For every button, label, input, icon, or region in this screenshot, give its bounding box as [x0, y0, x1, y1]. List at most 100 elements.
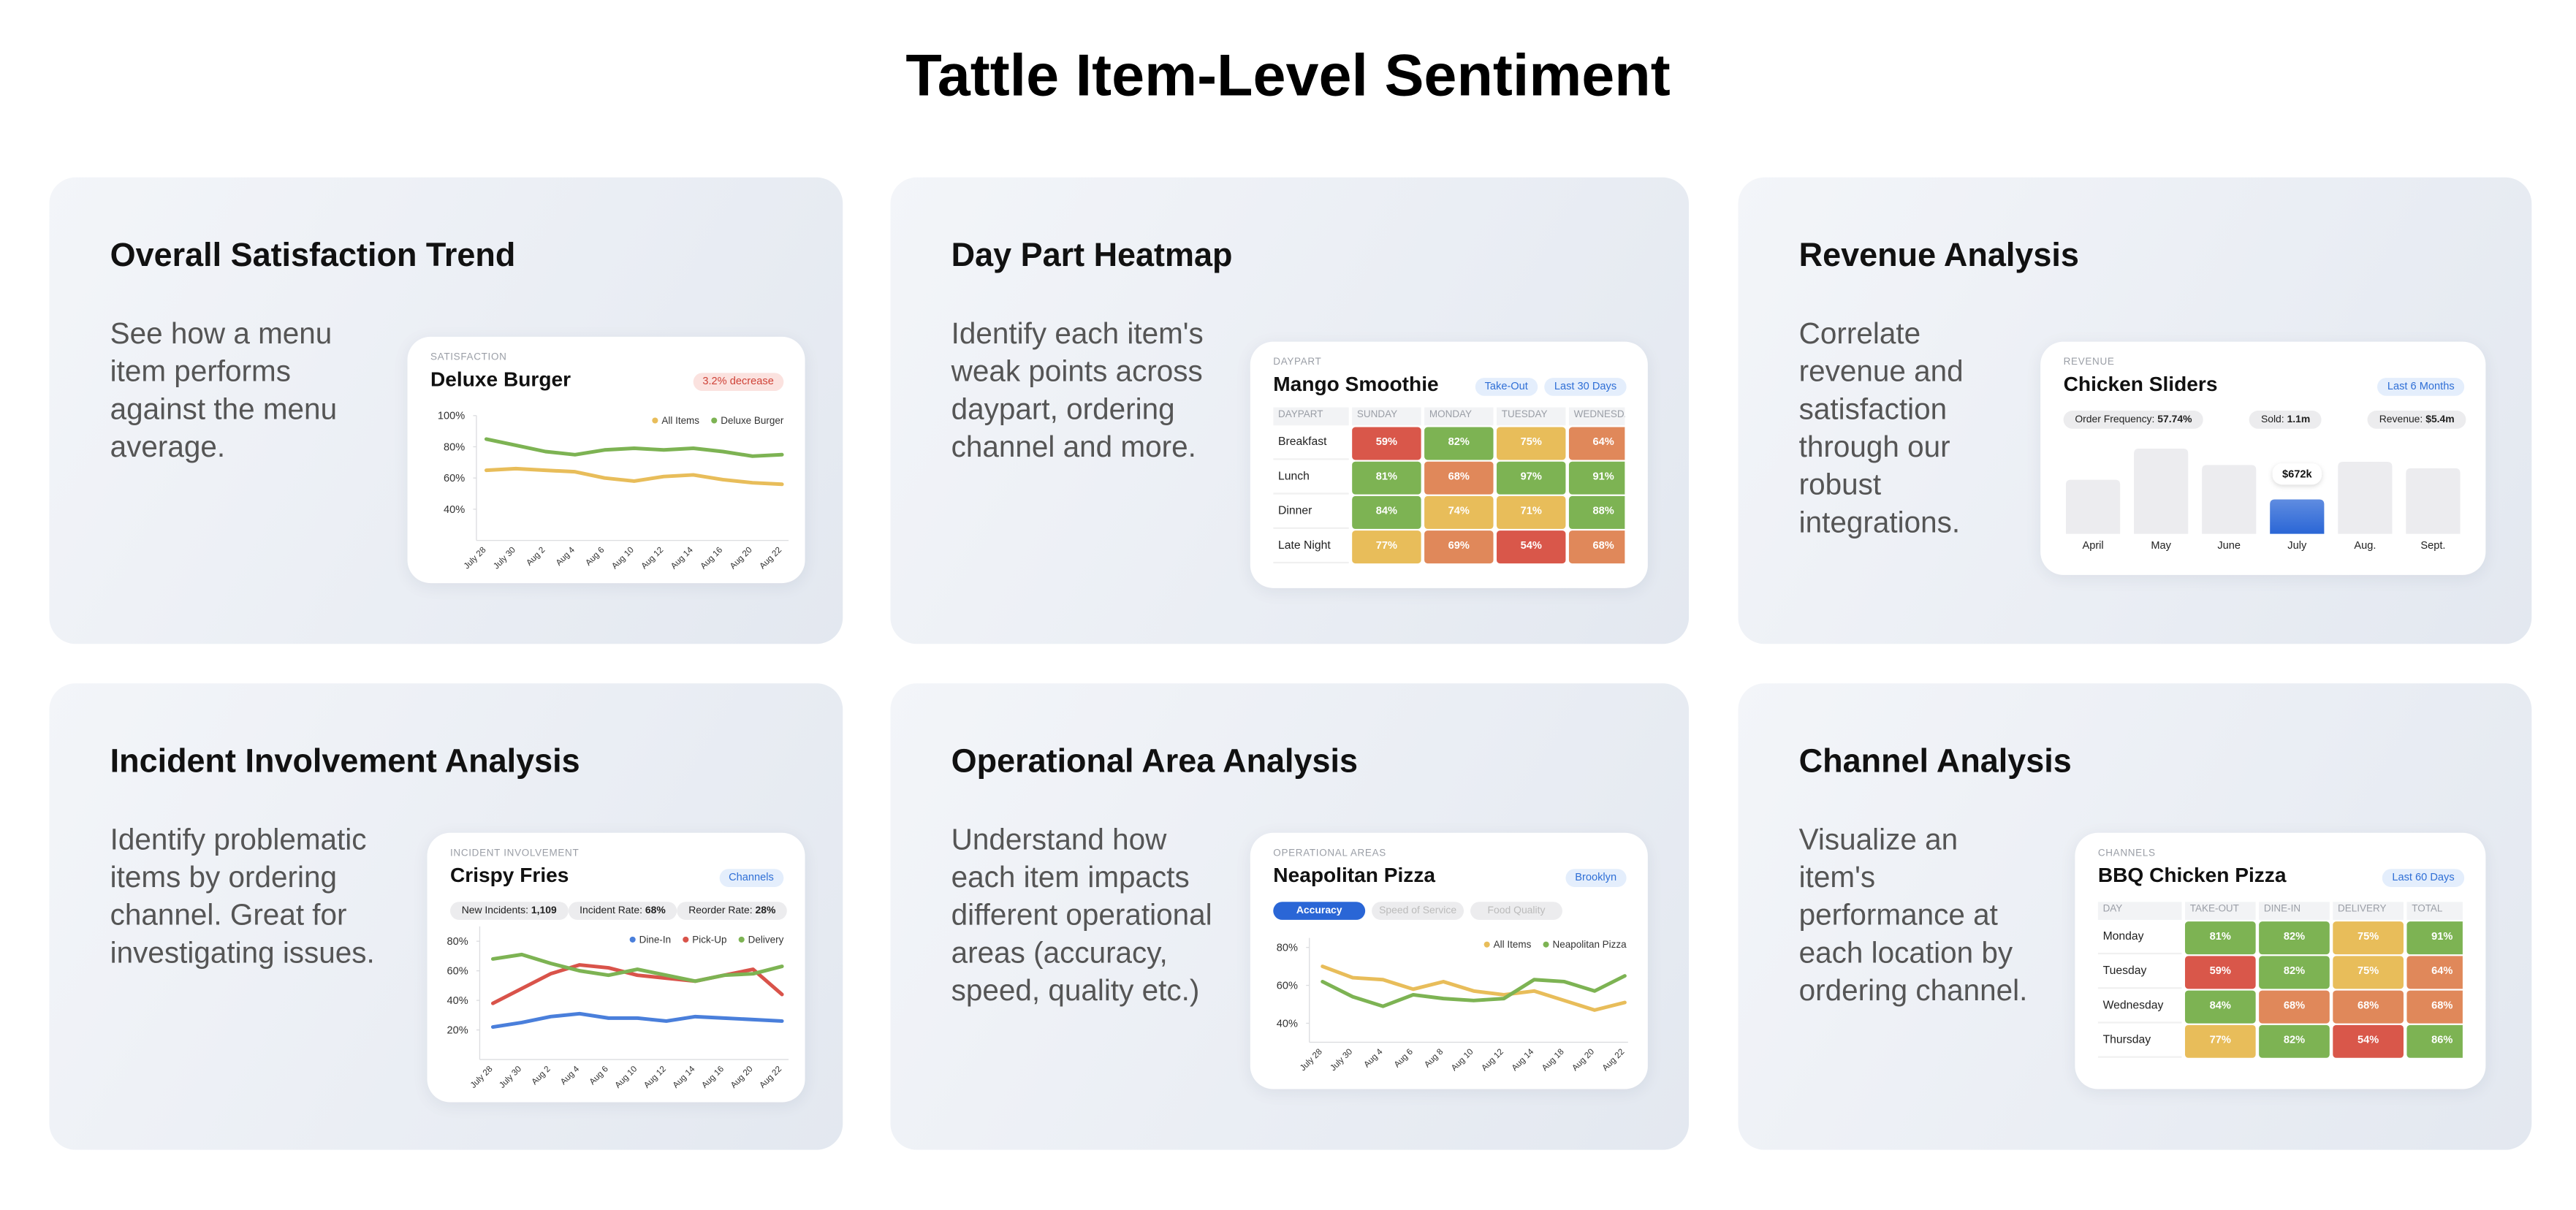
badges: Brooklyn: [1565, 869, 1627, 887]
heat-cell: 59%: [2184, 956, 2256, 989]
legend-swatch: [629, 936, 636, 943]
widget-label: INCIDENT INVOLVEMENT: [449, 849, 580, 859]
table-header: DAY TAKE-OUT DINE-IN DELIVERY TOTAL: [2097, 902, 2463, 920]
tooltip: [2272, 463, 2322, 485]
card-description: Correlate revenue and satisfaction throu…: [1798, 316, 1964, 539]
series-line: [1321, 974, 1627, 1008]
stat-pills: New Incidents: 1,109 Incident Rate: 68% Re…: [449, 902, 788, 920]
card-description: Identify problematic items by ordering c…: [110, 823, 375, 970]
y-tick-label: 100%: [438, 411, 465, 422]
badge: Brooklyn: [1565, 869, 1627, 887]
card-heading: Operational Area Analysis: [951, 744, 1359, 780]
x-tick-label: Aug 12: [642, 1064, 668, 1089]
preview-widget: INCIDENT INVOLVEMENT Crispy Fries Channels…: [427, 832, 805, 1103]
heat-cell: 82%: [2259, 921, 2330, 955]
bar: [2270, 499, 2325, 534]
heat-cell: 68%: [1424, 461, 1494, 495]
heat-cell: 97%: [1497, 461, 1566, 495]
line-chart: 100% 80% 60% 40% July 28 July 30 Aug 2 Aug 4 Aug…: [438, 411, 789, 571]
row-label: Lunch: [1273, 462, 1349, 495]
badge: Take-Out: [1475, 378, 1538, 396]
preview-widget: DAYPART Mango Smoothie Take-Out Last 30 Day…: [1250, 341, 1648, 588]
badge: Last 30 Days: [1544, 378, 1627, 396]
bar: [2134, 449, 2189, 534]
stat-label: New Incidents:: [461, 905, 528, 917]
heat-cell: 64%: [2406, 956, 2463, 989]
legend-label: Neapolitan Pizza: [1553, 939, 1627, 950]
heat-cell: 54%: [1497, 530, 1566, 564]
tab[interactable]: Speed of Service: [1372, 902, 1464, 920]
heat-cell: 77%: [1352, 530, 1421, 564]
legend-label: All Items: [661, 415, 699, 426]
stat-value: 28%: [755, 905, 776, 917]
x-tick-label: Aug 12: [639, 545, 665, 571]
x-tick-label: Aug 4: [554, 545, 577, 568]
widget-title: Neapolitan Pizza: [1273, 864, 1436, 887]
y-tick-label: 80%: [1277, 943, 1298, 954]
column-header: DINE-IN: [2259, 902, 2330, 920]
legend-swatch: [1483, 941, 1490, 948]
feature-card: Incident Involvement Analysis Identify pr…: [49, 683, 843, 1150]
column-header: SUNDAY: [1352, 407, 1421, 426]
x-tick-label: Aug 14: [669, 545, 695, 571]
heat-cell: 71%: [1497, 495, 1566, 529]
y-tick-label: 40%: [1277, 1018, 1298, 1030]
preview-widget: OPERATIONAL AREAS Neapolitan Pizza Brookly…: [1250, 832, 1648, 1089]
x-tick-label: July: [2287, 540, 2307, 552]
card-description: See how a menu item performs against the…: [110, 316, 338, 463]
card-description: Visualize an item's performance at each …: [1798, 823, 2028, 1008]
heat-cell: 84%: [1352, 495, 1421, 529]
line-chart: 80%60%40%July 28 July 30 Aug 4 Aug 6 Aug 8 Au…: [1277, 937, 1628, 1073]
x-tick-label: June: [2217, 540, 2241, 552]
y-tick-label: 60%: [444, 473, 465, 484]
widget-title: BBQ Chicken Pizza: [2097, 864, 2287, 887]
row-label: Monday: [2097, 921, 2182, 955]
x-tick-label: Aug 16: [699, 545, 724, 571]
column-header: DAY: [2097, 902, 2182, 920]
tab[interactable]: Accuracy: [1273, 902, 1366, 920]
x-tick-label: July 30: [1329, 1046, 1355, 1073]
card-heading: Day Part Heatmap: [951, 237, 1233, 275]
table-row: Monday 81% 82% 75% 91%: [2097, 921, 2463, 955]
legend-swatch: [683, 936, 689, 943]
card-heading: Channel Analysis: [1798, 744, 2072, 780]
tab[interactable]: Food Quality: [1470, 902, 1562, 920]
row-label: Dinner: [1273, 496, 1349, 529]
badge: Last 60 Days: [2382, 869, 2465, 887]
row-label: Tuesday: [2097, 956, 2182, 989]
x-tick-label: Aug 22: [758, 1064, 783, 1089]
x-tick-label: Aug 10: [613, 1064, 639, 1090]
x-tick-label: Aug 6: [584, 545, 607, 568]
table-row: Tuesday 59% 82% 75% 64%: [2097, 956, 2463, 989]
column-header: WEDNESDAY: [1568, 407, 1625, 426]
table-row: Dinner 84% 74% 71% 88%: [1273, 495, 1625, 529]
stat-pills: Order Frequency: 57.74% Sold: 1.1m Revenue…: [2063, 411, 2466, 429]
x-tick-label: Aug 2: [530, 1064, 552, 1087]
stat-pill: Reorder Rate: 28%: [677, 902, 788, 920]
y-tick-label: 60%: [447, 966, 468, 978]
x-tick-label: July 28: [462, 545, 487, 571]
x-tick-label: April: [2082, 540, 2103, 552]
table-row: Thursday 77% 82% 54% 86%: [2097, 1024, 2463, 1058]
heat-cell: 81%: [1352, 461, 1421, 495]
heatmap-table: DAY TAKE-OUT DINE-IN DELIVERY TOTAL Monday 81%…: [2097, 902, 2463, 1059]
column-header: TOTAL: [2406, 902, 2463, 920]
x-tick-label: Aug 4: [558, 1064, 581, 1087]
legend-swatch: [1543, 941, 1549, 948]
series-line: [490, 1011, 784, 1029]
heat-cell: 68%: [2333, 990, 2404, 1024]
column-header: TUESDAY: [1497, 407, 1566, 426]
widget-title: Crispy Fries: [449, 864, 569, 887]
x-tick-label: Aug 18: [1540, 1047, 1565, 1073]
heat-cell: 69%: [1424, 530, 1494, 564]
heat-cell: 86%: [2406, 1024, 2463, 1058]
heat-cell: 54%: [2333, 1024, 2404, 1058]
table-row: Late Night 77% 69% 54% 68%: [1273, 530, 1625, 564]
widget-title: Deluxe Burger: [430, 368, 571, 392]
heat-cell: 82%: [2259, 1024, 2330, 1058]
preview-widget: CHANNELS BBQ Chicken Pizza Last 60 Days DAY…: [2075, 832, 2486, 1089]
table-header: DAYPARTSUNDAYMONDAYTUESDAYWEDNESDAY: [1273, 407, 1625, 426]
y-tick-label: 80%: [447, 936, 468, 948]
stat-label: Revenue:: [2379, 414, 2423, 426]
